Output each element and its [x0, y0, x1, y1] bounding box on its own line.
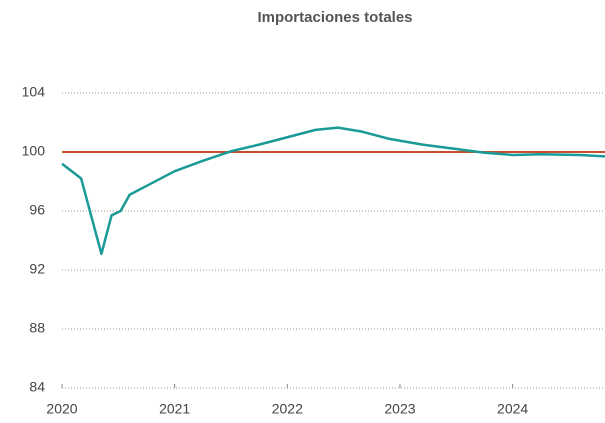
x-tick-label: 2020 — [46, 401, 77, 417]
data-line — [61, 126, 605, 256]
x-tick-label: 2022 — [272, 401, 303, 417]
y-tick-label: 104 — [22, 84, 46, 100]
y-tick-label: 84 — [29, 379, 45, 395]
x-tick-label: 2023 — [384, 401, 415, 417]
x-tick-label: 2024 — [497, 401, 528, 417]
y-tick-label: 96 — [29, 202, 45, 218]
x-tick-label: 2021 — [159, 401, 190, 417]
y-tick-label: 92 — [29, 261, 45, 277]
chart-title: Importaciones totales — [257, 9, 412, 26]
y-tick-label: 100 — [22, 143, 46, 159]
y-tick-label: 88 — [29, 320, 45, 336]
